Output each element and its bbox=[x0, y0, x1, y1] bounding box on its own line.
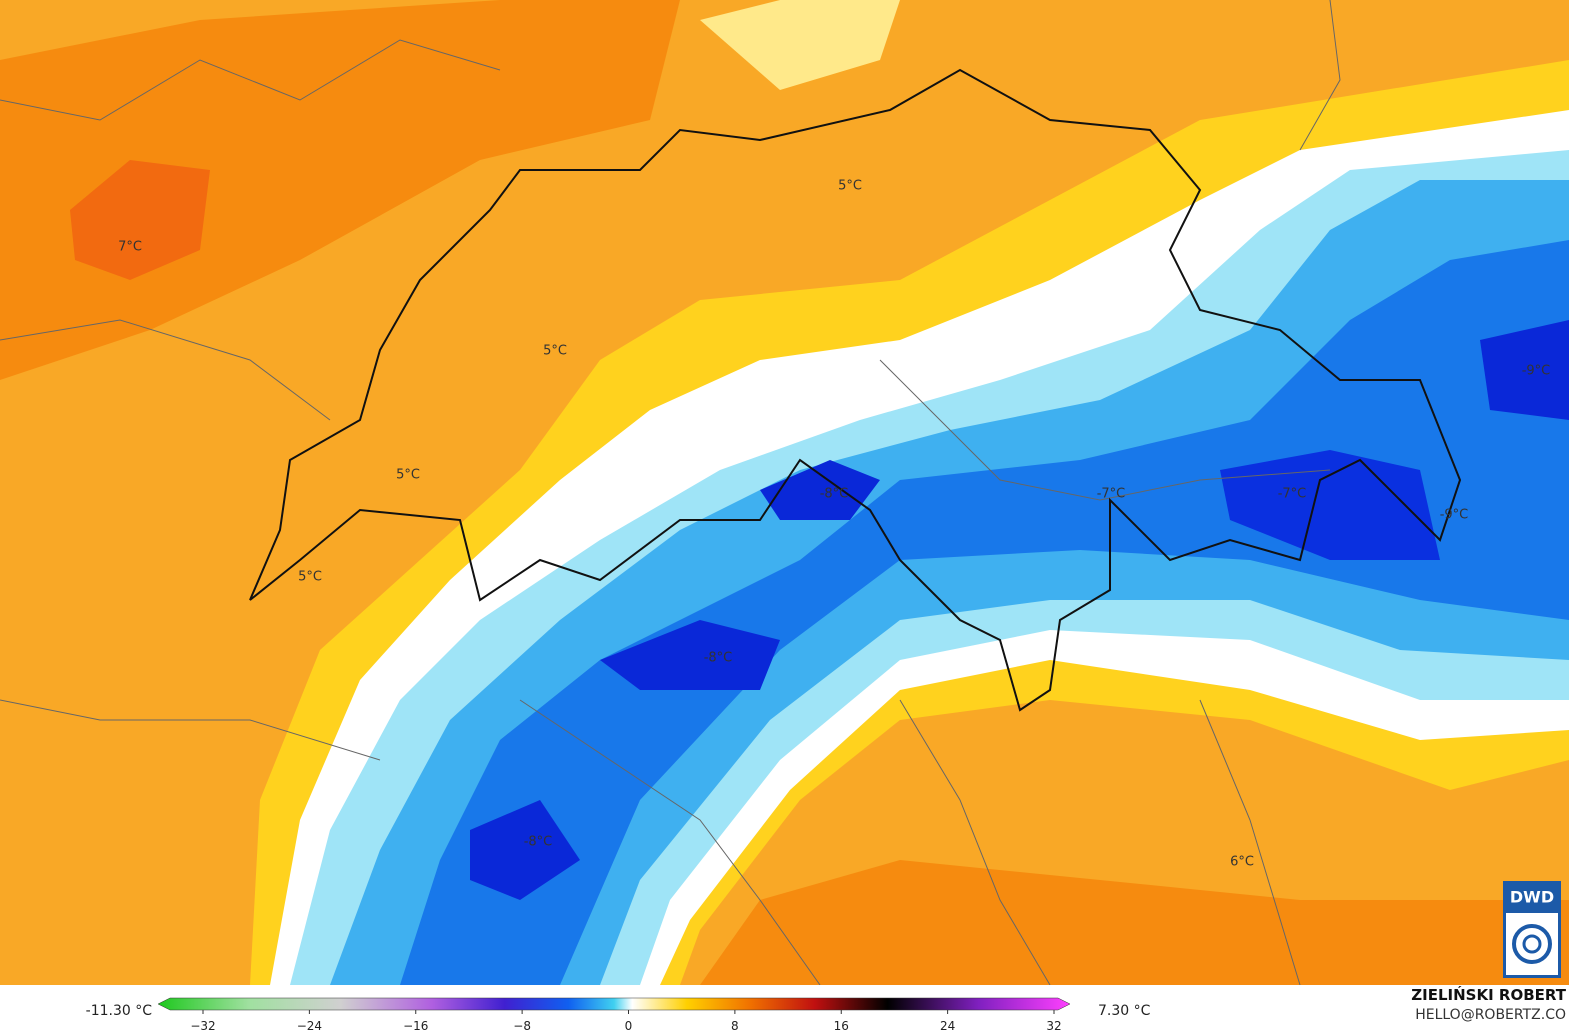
logo-text: DWD bbox=[1510, 888, 1554, 907]
region-borders bbox=[0, 0, 1341, 986]
min-label: -11.30 °C bbox=[86, 1003, 153, 1019]
colorbar-tick-label: −24 bbox=[297, 1019, 322, 1033]
contact: HELLO@ROBERTZ.CO bbox=[1415, 1007, 1566, 1023]
temp-label: -8°C bbox=[820, 487, 849, 502]
temp-label: -9°C bbox=[1522, 364, 1551, 379]
colorbar-tick-label: 16 bbox=[834, 1019, 849, 1033]
colorbar-tick-label: −32 bbox=[190, 1019, 215, 1033]
temp-label: -7°C bbox=[1278, 487, 1307, 502]
temp-label: -7°C bbox=[1097, 487, 1126, 502]
temp-label: 5°C bbox=[543, 344, 567, 359]
colorbar bbox=[157, 997, 1071, 1011]
map-field bbox=[0, 0, 1569, 985]
temp-label: 6°C bbox=[1230, 855, 1254, 870]
country-border bbox=[249, 68, 1462, 712]
map-labels: 7°C 5°C 5°C 5°C 5°C -8°C -7°C -7°C -9°C -9°C -8°C -… bbox=[118, 179, 1550, 870]
temp-label: -8°C bbox=[524, 835, 553, 850]
temp-label: 7°C bbox=[118, 240, 142, 255]
colorbar-tick-label: 24 bbox=[940, 1019, 955, 1033]
temp-label: -9°C bbox=[1440, 508, 1469, 523]
author: ZIELIŃSKI ROBERT bbox=[1411, 985, 1566, 1004]
max-label: 7.30 °C bbox=[1098, 1003, 1151, 1019]
temp-label: -8°C bbox=[704, 651, 733, 666]
colorbar-tick-label: 8 bbox=[731, 1019, 739, 1033]
temp-label: 5°C bbox=[396, 468, 420, 483]
temp-label: 5°C bbox=[838, 179, 862, 194]
colorbar-tick-label: 32 bbox=[1046, 1019, 1061, 1033]
colorbar-tick-label: −8 bbox=[513, 1019, 531, 1033]
colorbar-tick-label: 0 bbox=[625, 1019, 633, 1033]
colorbar-ticks: −32 −24 −16 −8 0 8 16 24 32 bbox=[190, 1010, 1062, 1033]
logo: DWD bbox=[1503, 881, 1561, 978]
colorbar-tick-label: −16 bbox=[403, 1019, 428, 1033]
temp-label: 5°C bbox=[298, 570, 322, 585]
